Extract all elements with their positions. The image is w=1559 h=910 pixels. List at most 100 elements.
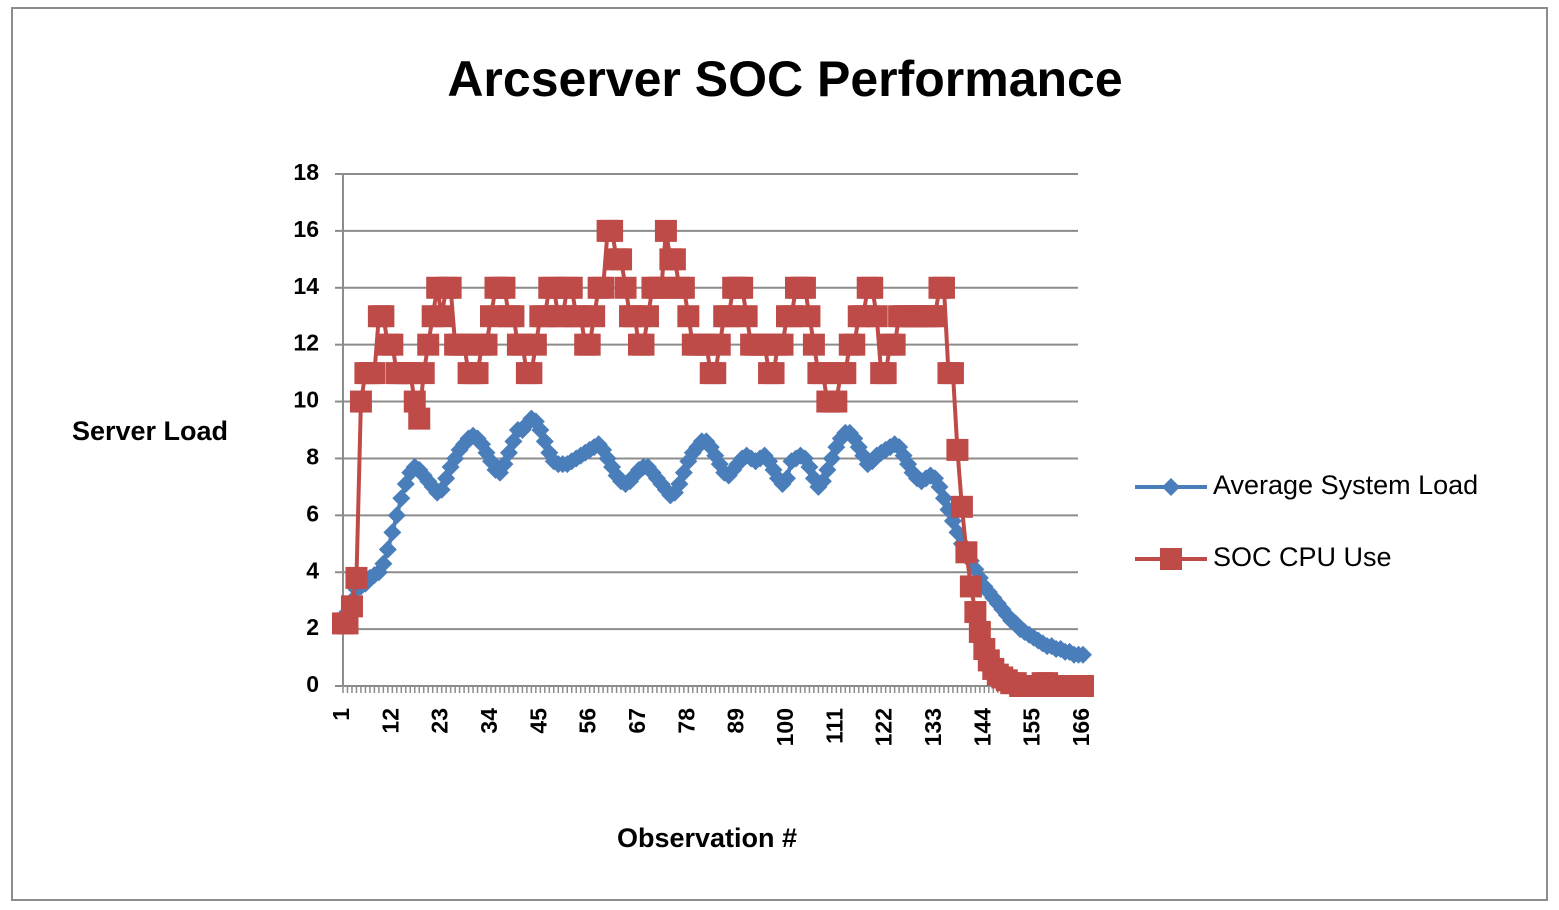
data-point: [708, 333, 731, 356]
x-tick-label: 12: [377, 708, 403, 734]
x-tick-label: 67: [624, 708, 650, 734]
data-point: [340, 595, 363, 618]
data-point: [968, 620, 991, 643]
data-point: [345, 566, 368, 589]
x-tick-label: 56: [575, 708, 601, 734]
x-tick-label: 34: [476, 708, 502, 734]
data-point: [735, 305, 758, 328]
data-point: [417, 333, 440, 356]
data-point: [363, 362, 386, 385]
legend-marker: [1160, 548, 1182, 570]
x-tick-label: 155: [1019, 708, 1045, 747]
data-point: [663, 248, 686, 271]
data-point: [601, 219, 624, 242]
data-point: [632, 333, 655, 356]
x-tick-label: 23: [427, 708, 453, 734]
data-point: [349, 390, 372, 413]
data-point: [771, 333, 794, 356]
data-point: [955, 541, 978, 564]
data-point: [614, 276, 637, 299]
y-tick-label: 10: [293, 387, 319, 413]
data-point: [453, 333, 476, 356]
data-point: [802, 333, 825, 356]
x-tick-label: 122: [871, 708, 897, 746]
data-point: [861, 276, 884, 299]
data-point: [480, 305, 502, 328]
data-point: [408, 407, 431, 430]
data-point: [387, 506, 406, 525]
data-point: [950, 495, 973, 518]
data-point: [762, 362, 785, 385]
data-point: [392, 489, 411, 508]
y-tick-label: 4: [306, 557, 319, 583]
x-tick-label: 89: [723, 708, 749, 734]
data-point: [439, 276, 462, 299]
data-point: [941, 362, 964, 385]
x-tick-label: 1: [328, 708, 354, 721]
x-tick-label: 45: [525, 708, 551, 734]
y-tick-label: 18: [293, 159, 319, 185]
x-tick-label: 100: [772, 708, 798, 746]
data-point: [677, 305, 700, 328]
data-point: [654, 219, 677, 242]
data-point: [378, 540, 397, 559]
legend-marker: [1162, 478, 1180, 496]
data-point: [372, 305, 395, 328]
x-tick-label: 78: [673, 708, 699, 734]
data-point: [610, 248, 633, 271]
data-point: [430, 305, 453, 328]
x-tick-label: 144: [969, 708, 995, 747]
data-point: [843, 333, 866, 356]
data-point: [336, 612, 359, 635]
y-tick-label: 14: [293, 273, 319, 299]
data-point: [578, 333, 601, 356]
data-point: [780, 305, 803, 328]
data-point: [672, 276, 695, 299]
data-point: [520, 362, 543, 385]
data-point: [825, 390, 848, 413]
data-point: [731, 276, 754, 299]
data-point: [1074, 645, 1092, 664]
data-point: [883, 333, 906, 356]
data-point: [374, 554, 393, 573]
data-point: [717, 305, 740, 328]
data-point: [381, 333, 404, 356]
data-point: [811, 362, 834, 385]
data-point: [793, 276, 816, 299]
y-axis-label: Server Load: [72, 416, 228, 446]
data-point: [964, 601, 987, 624]
data-point: [466, 362, 489, 385]
data-point: [704, 362, 727, 385]
data-point: [592, 276, 615, 299]
data-point: [1072, 675, 1094, 697]
y-tick-label: 8: [306, 444, 319, 470]
chart-title: Arcserver SOC Performance: [447, 51, 1122, 107]
data-point: [778, 469, 796, 488]
data-point: [924, 305, 946, 328]
data-point: [383, 523, 402, 542]
data-point: [524, 333, 547, 356]
x-axis-label: Observation #: [617, 823, 797, 853]
data-point: [874, 362, 897, 385]
data-point: [583, 305, 606, 328]
data-point: [798, 305, 821, 328]
legend-label: SOC CPU Use: [1213, 542, 1392, 572]
data-point: [932, 276, 955, 299]
x-tick-label: 111: [821, 708, 847, 744]
data-point: [946, 438, 969, 461]
y-tick-label: 16: [293, 216, 319, 242]
data-point: [475, 333, 498, 356]
x-tick-label: 133: [920, 708, 946, 746]
data-point: [636, 305, 659, 328]
legend-label: Average System Load: [1213, 470, 1478, 500]
data-point: [502, 305, 525, 328]
data-point: [650, 276, 673, 299]
data-point: [493, 276, 516, 299]
y-tick-label: 2: [306, 614, 319, 640]
data-point: [834, 362, 857, 385]
y-tick-label: 0: [306, 671, 319, 697]
data-point: [865, 305, 888, 328]
chart-frame: [11, 7, 1548, 901]
x-tick-label: 166: [1068, 708, 1094, 746]
